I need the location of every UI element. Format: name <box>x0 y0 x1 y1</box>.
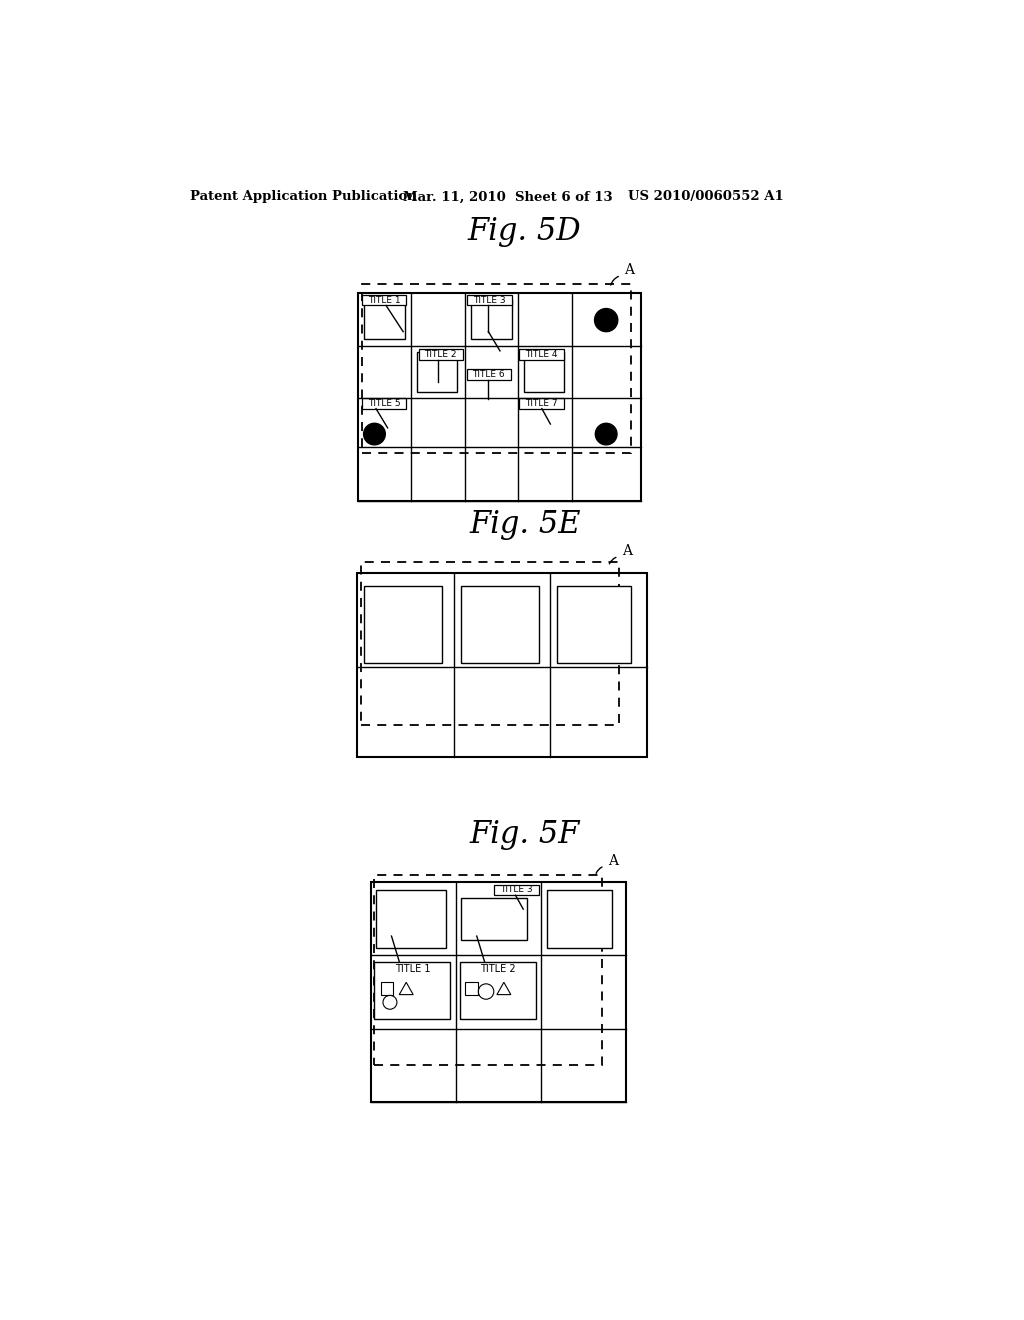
Bar <box>467 294 512 305</box>
Text: Patent Application Publication: Patent Application Publication <box>190 190 417 203</box>
Bar <box>362 284 631 453</box>
Text: Fig. 5E: Fig. 5E <box>469 508 581 540</box>
Bar <box>381 982 393 995</box>
Bar <box>375 875 601 1065</box>
Bar <box>461 898 527 940</box>
Text: TITLE 7: TITLE 7 <box>525 399 558 408</box>
Text: TITLE 2: TITLE 2 <box>480 964 515 974</box>
Bar <box>371 882 627 1102</box>
Text: TITLE 3: TITLE 3 <box>473 296 506 305</box>
Bar <box>519 397 563 409</box>
Text: TITLE 2: TITLE 2 <box>425 350 457 359</box>
Text: Fig. 5D: Fig. 5D <box>468 216 582 247</box>
Bar <box>376 890 445 948</box>
Text: US 2010/0060552 A1: US 2010/0060552 A1 <box>628 190 783 203</box>
Bar <box>417 351 458 392</box>
Bar <box>524 351 564 392</box>
Bar <box>365 300 404 339</box>
Bar <box>375 961 451 1019</box>
Bar <box>471 300 512 339</box>
Text: TITLE 1: TITLE 1 <box>368 296 400 305</box>
Text: A: A <box>607 854 617 867</box>
Bar <box>365 586 442 663</box>
Circle shape <box>595 424 617 445</box>
Bar <box>362 294 407 305</box>
Bar <box>362 397 407 409</box>
Text: Mar. 11, 2010  Sheet 6 of 13: Mar. 11, 2010 Sheet 6 of 13 <box>403 190 612 203</box>
Bar <box>494 884 539 895</box>
Text: A: A <box>624 263 634 277</box>
Text: TITLE 1: TITLE 1 <box>394 964 430 974</box>
Bar <box>547 890 612 948</box>
Bar <box>467 370 511 380</box>
Text: Fig. 5F: Fig. 5F <box>470 818 580 850</box>
Bar <box>557 586 631 663</box>
Bar <box>358 293 641 502</box>
Bar <box>419 350 463 360</box>
Text: TITLE 3: TITLE 3 <box>500 886 532 895</box>
Bar <box>519 350 563 360</box>
Text: TITLE 6: TITLE 6 <box>472 371 505 379</box>
Circle shape <box>595 309 617 331</box>
Bar <box>360 562 618 725</box>
Text: A: A <box>622 544 632 558</box>
Bar <box>356 573 647 758</box>
Bar <box>460 961 536 1019</box>
Text: TITLE 4: TITLE 4 <box>525 350 558 359</box>
Text: TITLE 5: TITLE 5 <box>368 399 400 408</box>
Bar <box>465 982 477 995</box>
Bar <box>461 586 539 663</box>
Circle shape <box>364 424 385 445</box>
